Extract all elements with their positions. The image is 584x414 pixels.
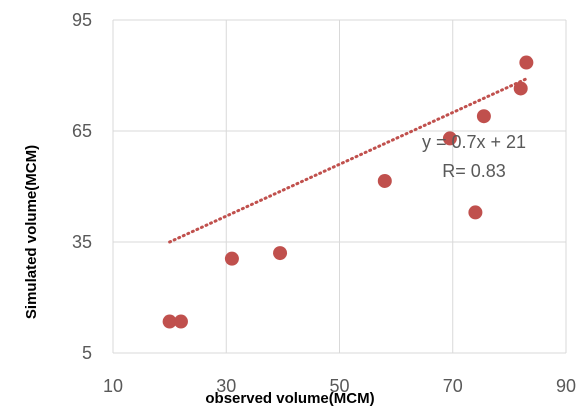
data-point [273, 246, 288, 261]
x-tick-label: 70 [443, 376, 463, 396]
data-point [519, 55, 534, 70]
equation-annotation: y = 0.7x + 21 [422, 132, 526, 152]
data-point [468, 205, 483, 220]
trendline [168, 77, 528, 244]
y-tick-label: 5 [82, 343, 92, 363]
data-point [173, 314, 188, 329]
trendline-layer [168, 77, 528, 244]
y-tick-label: 95 [72, 10, 92, 30]
x-tick-labels: 10 30 50 70 90 [103, 376, 576, 396]
x-tick-label: 30 [216, 376, 236, 396]
y-tick-label: 35 [72, 232, 92, 252]
r-value-annotation: R= 0.83 [442, 161, 506, 181]
data-point [162, 314, 177, 329]
x-tick-label: 10 [103, 376, 123, 396]
data-points [162, 55, 534, 329]
grid [112, 19, 567, 354]
data-point [442, 131, 457, 146]
x-tick-label: 50 [329, 376, 349, 396]
y-tick-labels: 5 35 65 95 [72, 10, 92, 363]
data-point [377, 173, 392, 188]
data-point [476, 109, 491, 124]
data-point [513, 81, 528, 96]
data-point [224, 251, 239, 266]
y-tick-label: 65 [72, 121, 92, 141]
x-axis-title: observed volume(MCM) [205, 390, 374, 407]
y-axis-title: Simulated volume(MCM) [23, 145, 40, 319]
x-tick-label: 90 [556, 376, 576, 396]
